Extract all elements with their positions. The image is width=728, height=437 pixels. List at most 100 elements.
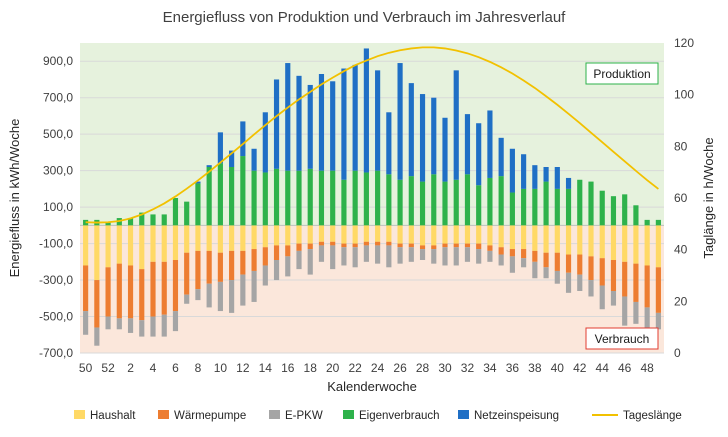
- bar-netzeinspeisung: [341, 68, 347, 180]
- bar-eigenverbrauch: [453, 179, 459, 226]
- bar-eigenverbrauch: [610, 196, 617, 226]
- y2-tick-label: 60: [674, 191, 688, 205]
- consumption-background: [80, 226, 664, 353]
- bar-e-pkw: [419, 249, 426, 260]
- bar-netzeinspeisung: [217, 132, 223, 164]
- bar-eigenverbrauch: [655, 219, 661, 226]
- bar-haushalt: [172, 225, 179, 260]
- bar-netzeinspeisung: [386, 112, 392, 175]
- bar-haushalt: [554, 225, 560, 253]
- bar-w-rmepumpe: [599, 258, 605, 286]
- bar-w-rmepumpe: [116, 263, 122, 319]
- bar-eigenverbrauch: [172, 198, 179, 226]
- bar-w-rmepumpe: [161, 261, 167, 315]
- bar-e-pkw: [498, 254, 504, 266]
- consumption-annotation: Verbrauch: [585, 327, 659, 350]
- bar-haushalt: [341, 225, 347, 244]
- bar-e-pkw: [195, 289, 201, 301]
- x-tick-label: 48: [640, 361, 654, 375]
- bar-e-pkw: [161, 314, 167, 337]
- y2-axis-title: Taglänge in h/Woche: [701, 137, 716, 258]
- bar-haushalt: [229, 225, 235, 251]
- bar-e-pkw: [318, 245, 325, 262]
- bar-haushalt: [139, 225, 145, 270]
- bar-eigenverbrauch: [386, 174, 392, 226]
- bar-w-rmepumpe: [285, 245, 291, 257]
- x-tick-label: 6: [172, 361, 179, 375]
- bar-w-rmepumpe: [588, 256, 594, 281]
- x-tick-label: 16: [281, 361, 295, 375]
- legend-label: Haushalt: [90, 410, 136, 422]
- bar-eigenverbrauch: [184, 201, 190, 226]
- bar-eigenverbrauch: [442, 181, 448, 226]
- bar-w-rmepumpe: [408, 243, 414, 248]
- y-tick-label: -300,0: [39, 273, 73, 287]
- bar-eigenverbrauch: [408, 176, 414, 226]
- x-tick-label: 22: [348, 361, 362, 375]
- bar-w-rmepumpe: [487, 245, 493, 251]
- bar-e-pkw: [655, 312, 661, 330]
- bar-haushalt: [273, 225, 280, 246]
- bar-eigenverbrauch: [330, 170, 336, 226]
- x-tick-label: 38: [528, 361, 542, 375]
- bar-netzeinspeisung: [195, 181, 201, 184]
- x-tick-label: 10: [214, 361, 228, 375]
- bar-w-rmepumpe: [184, 252, 190, 295]
- bar-e-pkw: [487, 250, 493, 262]
- bar-haushalt: [543, 225, 549, 253]
- bar-eigenverbrauch: [341, 179, 347, 226]
- y2-tick-label: 20: [674, 294, 688, 308]
- bar-netzeinspeisung: [330, 81, 336, 171]
- bar-eigenverbrauch: [285, 170, 291, 226]
- bar-e-pkw: [273, 260, 280, 281]
- legend-label: Netzeinspeisung: [474, 410, 559, 422]
- bar-eigenverbrauch: [195, 183, 201, 226]
- bar-e-pkw: [464, 247, 471, 262]
- bar-eigenverbrauch: [532, 188, 538, 226]
- bar-netzeinspeisung: [532, 165, 538, 189]
- bar-eigenverbrauch: [206, 167, 212, 226]
- consumption-label: Verbrauch: [595, 332, 650, 346]
- bar-haushalt: [330, 225, 336, 242]
- bar-e-pkw: [532, 261, 538, 279]
- bar-netzeinspeisung: [408, 83, 414, 177]
- bar-haushalt: [352, 225, 358, 244]
- bar-haushalt: [476, 225, 482, 244]
- legend-swatch: [74, 410, 85, 419]
- bar-w-rmepumpe: [498, 247, 504, 255]
- bar-netzeinspeisung: [442, 117, 448, 182]
- bar-w-rmepumpe: [543, 252, 549, 268]
- bar-netzeinspeisung: [464, 114, 471, 175]
- x-tick-label: 46: [618, 361, 632, 375]
- bar-haushalt: [105, 225, 111, 268]
- bar-netzeinspeisung: [285, 63, 291, 171]
- bar-w-rmepumpe: [509, 249, 515, 257]
- bar-w-rmepumpe: [83, 265, 89, 312]
- bar-e-pkw: [554, 270, 560, 284]
- y-tick-label: -700,0: [39, 346, 73, 360]
- bar-eigenverbrauch: [240, 156, 246, 226]
- bar-eigenverbrauch: [543, 181, 549, 226]
- bar-haushalt: [498, 225, 504, 248]
- bar-w-rmepumpe: [273, 245, 280, 260]
- x-axis-title: Kalenderwoche: [327, 379, 417, 394]
- y-tick-label: 100,0: [43, 200, 73, 214]
- bar-e-pkw: [622, 296, 628, 326]
- bar-eigenverbrauch: [127, 218, 134, 226]
- bar-haushalt: [655, 225, 661, 268]
- bar-netzeinspeisung: [229, 150, 235, 167]
- bar-haushalt: [588, 225, 594, 257]
- legend-label: Eigenverbrauch: [359, 410, 440, 422]
- bar-w-rmepumpe: [94, 280, 100, 328]
- bar-e-pkw: [453, 247, 459, 266]
- x-tick-label: 50: [79, 361, 93, 375]
- x-tick-label: 44: [596, 361, 610, 375]
- bar-w-rmepumpe: [532, 250, 538, 262]
- bar-eigenverbrauch: [262, 172, 268, 226]
- bar-eigenverbrauch: [375, 170, 381, 226]
- bar-haushalt: [127, 225, 134, 266]
- bar-e-pkw: [363, 245, 369, 262]
- bar-e-pkw: [408, 247, 414, 262]
- bar-w-rmepumpe: [341, 243, 347, 248]
- bar-w-rmepumpe: [554, 252, 560, 271]
